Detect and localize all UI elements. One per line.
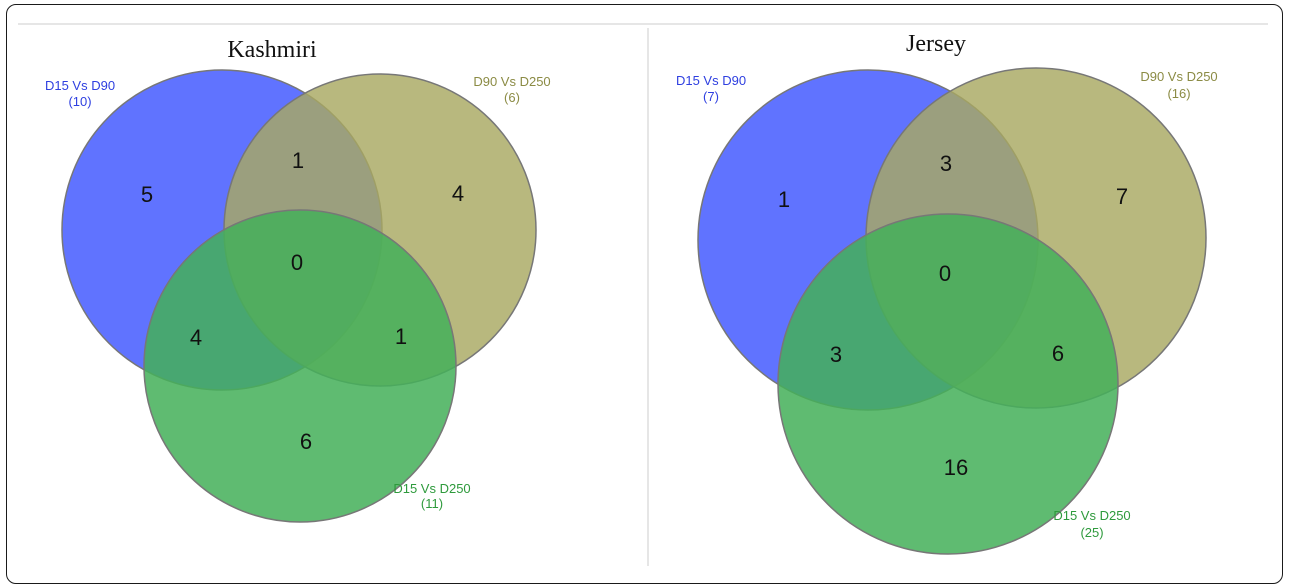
region-ab: 3 (940, 151, 952, 176)
region-c-only: 6 (300, 429, 312, 454)
set-label-b-name: D90 Vs D250 (473, 74, 550, 89)
region-a-only: 1 (778, 187, 790, 212)
set-label-c-name: D15 Vs D250 (1053, 508, 1130, 523)
region-ab: 1 (292, 148, 304, 173)
venn-figure: Kashmiri D15 Vs D90 (10) D90 Vs D250 (6)… (18, 23, 1268, 566)
region-b-only: 4 (452, 181, 464, 206)
set-circle-c (777, 213, 1119, 555)
region-ac: 3 (830, 342, 842, 367)
set-label-c-count: (11) (421, 496, 443, 511)
set-label-c-name: D15 Vs D250 (393, 481, 470, 496)
diagram-title: Kashmiri (227, 37, 317, 63)
diagram-title: Jersey (906, 31, 966, 57)
region-a-only: 5 (141, 182, 153, 207)
set-circle-c (143, 209, 457, 523)
set-label-c-count: (25) (1080, 525, 1103, 540)
region-c-only: 16 (944, 455, 968, 480)
set-label-a-name: D15 Vs D90 (45, 78, 115, 93)
region-abc: 0 (291, 250, 303, 275)
region-b-only: 7 (1116, 184, 1128, 209)
set-label-a-name: D15 Vs D90 (676, 73, 746, 88)
set-label-b-count: (6) (504, 90, 520, 105)
region-bc: 1 (395, 324, 407, 349)
set-label-b-name: D90 Vs D250 (1140, 69, 1217, 84)
venn-panel-jersey: Jersey D15 Vs D90 (7) D90 Vs D250 (16) D… (676, 31, 1218, 555)
region-abc: 0 (939, 261, 951, 286)
set-label-b-count: (16) (1167, 86, 1190, 101)
venn-panel-kashmiri: Kashmiri D15 Vs D90 (10) D90 Vs D250 (6)… (45, 37, 551, 523)
set-label-a-count: (10) (68, 94, 91, 109)
region-ac: 4 (190, 325, 202, 350)
region-bc: 6 (1052, 341, 1064, 366)
set-label-a-count: (7) (703, 89, 719, 104)
